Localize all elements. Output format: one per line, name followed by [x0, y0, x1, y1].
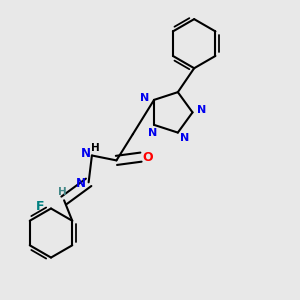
Text: F: F	[36, 200, 45, 213]
Text: N: N	[140, 93, 149, 103]
Text: N: N	[148, 128, 157, 138]
Text: N: N	[197, 105, 206, 115]
Text: H: H	[58, 187, 67, 197]
Text: N: N	[180, 134, 190, 143]
Text: N: N	[81, 147, 91, 161]
Text: H: H	[92, 143, 100, 153]
Text: O: O	[143, 151, 154, 164]
Text: N: N	[76, 178, 85, 190]
